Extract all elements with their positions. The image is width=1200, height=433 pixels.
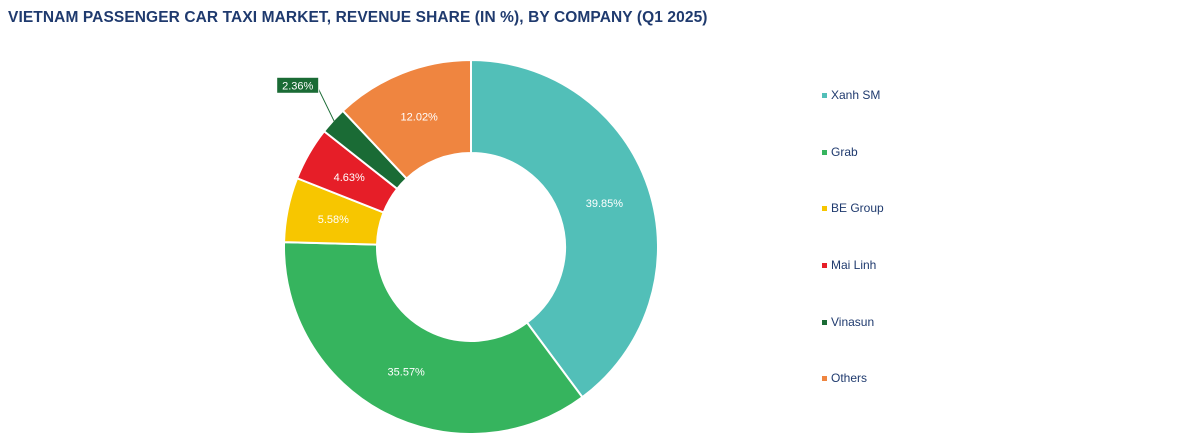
data-label-others: 12.02%	[401, 111, 439, 123]
legend-item-grab: Grab	[822, 145, 884, 202]
data-label-box-vinasun	[276, 76, 320, 94]
legend-swatch	[822, 263, 827, 269]
legend-label: BE Group	[831, 201, 884, 216]
legend-label: Mai Linh	[831, 258, 877, 273]
legend-item-be-group: BE Group	[822, 201, 884, 258]
legend-item-xanh-sm: Xanh SM	[822, 88, 884, 145]
chart-title: VIETNAM PASSENGER CAR TAXI MARKET, REVEN…	[8, 9, 708, 26]
chart-legend: Xanh SM Grab BE Group Mai Linh Vinasun Others	[822, 88, 884, 428]
legend-label: Xanh SM	[831, 88, 881, 102]
legend-swatch	[822, 149, 827, 155]
data-label-grab: 35.57%	[388, 367, 426, 379]
legend-label: Vinasun	[831, 314, 875, 329]
legend-swatch	[822, 93, 827, 98]
legend-swatch	[822, 319, 827, 325]
data-label-vinasun: 2.36%	[282, 80, 313, 92]
data-label-leader-vinasun	[316, 85, 336, 123]
legend-label: Grab	[831, 144, 858, 159]
data-label-xanh-sm: 39.85%	[586, 198, 624, 210]
legend-label: Others	[831, 371, 868, 386]
data-label-be-group: 5.58%	[318, 214, 349, 226]
legend-item-mai-linh: Mai Linh	[822, 258, 884, 315]
legend-item-vinasun: Vinasun	[822, 315, 884, 372]
slice-xanh-sm	[470, 58, 659, 399]
legend-item-others: Others	[822, 371, 884, 428]
slice-others	[341, 58, 472, 180]
data-label-mai-linh: 4.63%	[334, 172, 365, 184]
slice-grab	[283, 241, 584, 433]
legend-swatch	[822, 206, 827, 212]
legend-swatch	[822, 376, 827, 382]
